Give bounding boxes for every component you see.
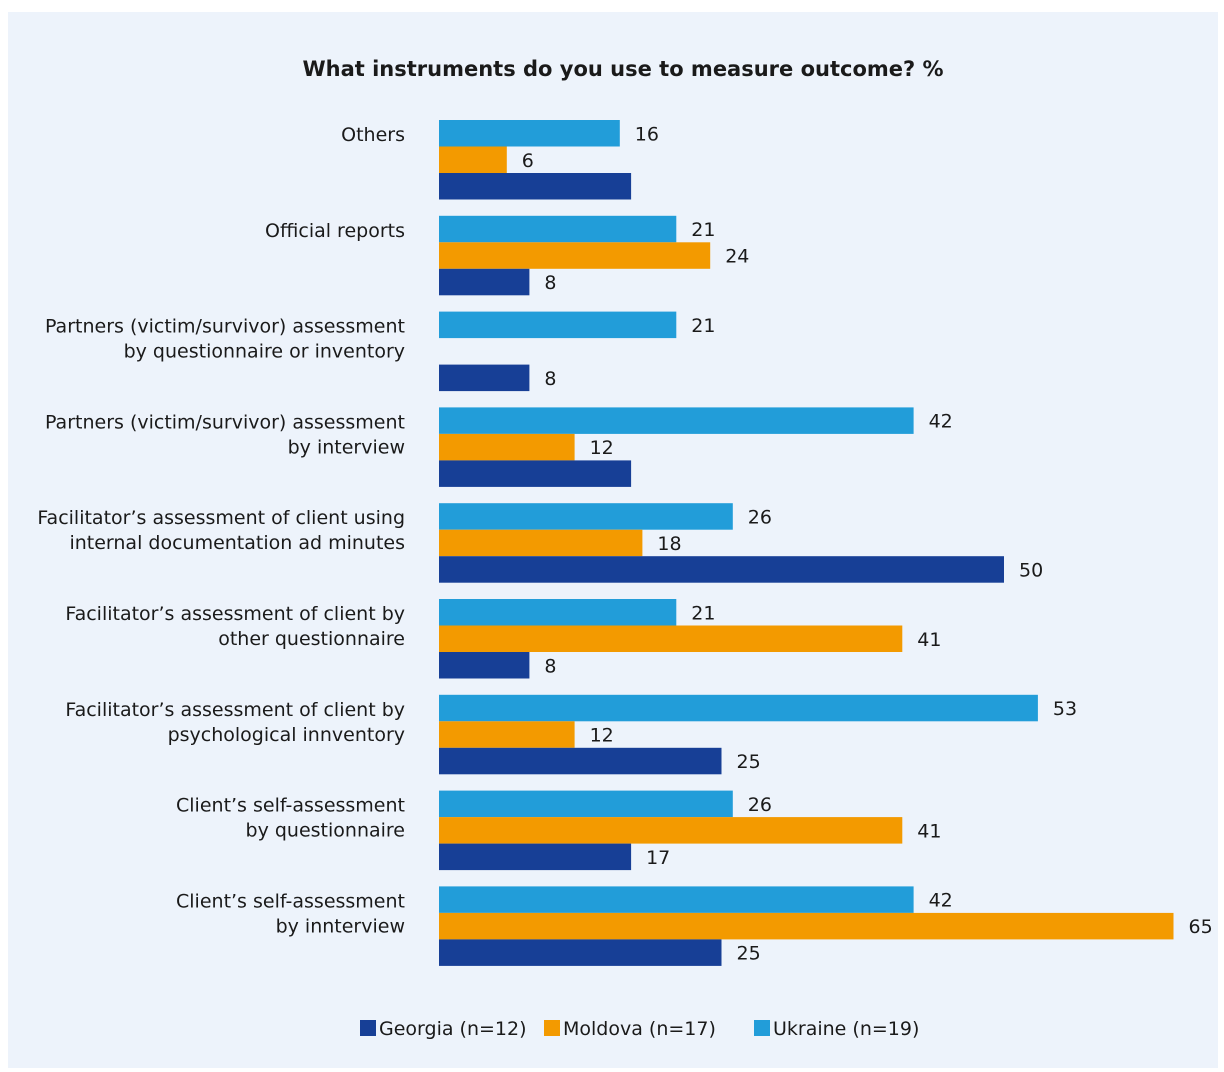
bar — [439, 460, 632, 487]
category-label-line: by questionnaire or inventory — [124, 341, 405, 363]
category-label-line: Others — [341, 124, 405, 146]
legend-item: Georgia (n=12) — [379, 1018, 527, 1040]
bar — [439, 817, 903, 844]
data-label: 26 — [748, 794, 772, 816]
data-label: 21 — [691, 315, 715, 337]
bar — [439, 311, 677, 339]
chart-svg: What instruments do you use to measure o… — [37, 57, 1213, 1040]
bar — [439, 215, 677, 243]
category-label-line: Client’s self-assessment — [176, 890, 405, 912]
bar — [439, 503, 733, 530]
bar — [439, 886, 914, 913]
category-label: Client’s self-assessment by innterview — [176, 890, 405, 937]
bar — [439, 939, 722, 966]
legend-item: Moldova (n=17) — [563, 1018, 716, 1040]
category-label: Others — [341, 124, 405, 146]
category-label-line: Facilitator’s assessment of client by — [65, 603, 405, 625]
category-label-line: Facilitator’s assessment of client by — [65, 699, 405, 721]
data-label: 26 — [748, 506, 772, 528]
data-label: 24 — [725, 246, 749, 268]
category-label: Facilitator’s assessment of client by oth… — [65, 603, 405, 650]
category-label: Partners (victim/survivor) assessment by … — [45, 316, 405, 363]
category-label-line: internal documentation ad minutes — [69, 532, 405, 554]
chart-title: What instruments do you use to measure o… — [302, 57, 943, 81]
bar — [439, 242, 711, 269]
data-label: 25 — [737, 943, 761, 965]
bar — [439, 146, 507, 173]
data-label: 41 — [917, 820, 941, 842]
bar — [439, 268, 530, 296]
category-label-line: Partners (victim/survivor) assessment — [45, 411, 405, 433]
bar — [439, 912, 1174, 940]
bar — [439, 364, 530, 392]
data-label: 17 — [646, 847, 670, 869]
data-label: 12 — [590, 437, 614, 459]
data-label: 41 — [917, 629, 941, 651]
data-label: 8 — [544, 368, 556, 390]
bar — [439, 120, 620, 147]
legend-item: Ukraine (n=19) — [773, 1018, 919, 1040]
category-label: Partners (victim/survivor) assessment by … — [45, 411, 405, 458]
bar — [439, 843, 632, 871]
bar — [439, 556, 1004, 583]
data-label: 16 — [635, 123, 659, 145]
data-label: 6 — [522, 150, 534, 172]
bar — [439, 721, 575, 748]
category-label-line: psychological innventory — [168, 724, 405, 746]
data-label: 8 — [544, 655, 556, 677]
bar — [439, 747, 722, 775]
data-label: 21 — [691, 602, 715, 624]
category-label-line: Client’s self-assessment — [176, 795, 405, 817]
data-label: 50 — [1019, 559, 1043, 581]
bar — [439, 173, 632, 200]
category-label-line: by interview — [288, 436, 405, 458]
data-label: 53 — [1053, 698, 1077, 720]
data-label: 21 — [691, 219, 715, 241]
legend-swatch — [754, 1020, 770, 1036]
data-label: 18 — [657, 533, 681, 555]
bar — [439, 407, 914, 434]
data-label: 12 — [590, 725, 614, 747]
bar — [439, 599, 677, 626]
category-label: Facilitator’s assessment of client by psy… — [65, 699, 405, 746]
bar — [439, 652, 530, 679]
category-label-line: by questionnaire — [246, 820, 405, 842]
category-label: Client’s self-assessment by questionnaire — [176, 795, 405, 842]
bar — [439, 529, 643, 557]
legend: Georgia (n=12) Moldova (n=17) Ukraine (n=1… — [360, 1018, 919, 1040]
category-label: Official reports — [265, 220, 405, 242]
bar — [439, 790, 733, 818]
data-label: 8 — [544, 272, 556, 294]
data-label: 65 — [1189, 916, 1213, 938]
data-label: 42 — [929, 411, 953, 433]
bar — [439, 433, 575, 461]
category-label-line: Official reports — [265, 220, 405, 242]
data-label: 42 — [929, 890, 953, 912]
bars-layer: Others 16 6 Official reports 21 24 8 Partners (… — [37, 120, 1213, 966]
legend-swatch — [360, 1020, 376, 1036]
category-label-line: by innterview — [276, 915, 405, 937]
category-label-line: Facilitator’s assessment of client using — [37, 507, 405, 529]
category-label: Facilitator’s assessment of client using… — [37, 507, 405, 554]
bar — [439, 694, 1038, 722]
bar — [439, 625, 903, 652]
category-label-line: other questionnaire — [218, 628, 405, 650]
chart-panel: What instruments do you use to measure o… — [8, 12, 1218, 1068]
data-label: 25 — [737, 751, 761, 773]
category-label-line: Partners (victim/survivor) assessment — [45, 316, 405, 338]
legend-swatch — [544, 1020, 560, 1036]
